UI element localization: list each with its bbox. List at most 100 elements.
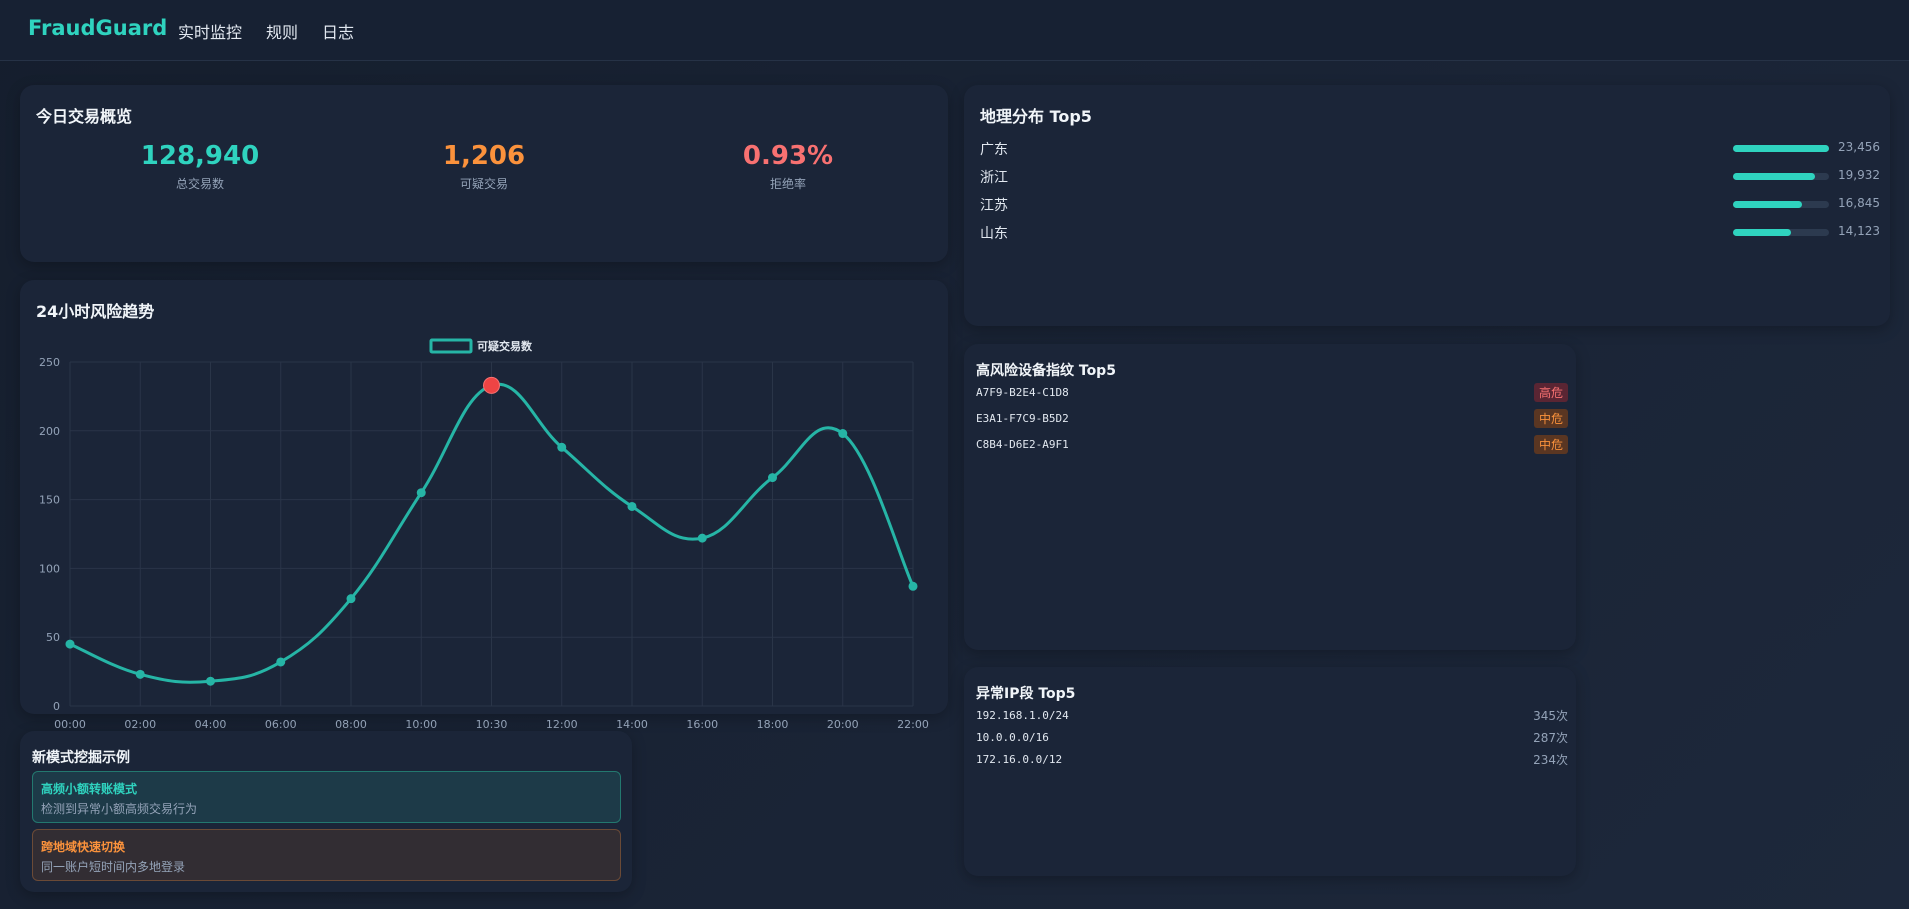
geo-progress-bar: [1733, 201, 1829, 208]
nav-item-monitor[interactable]: 实时监控: [178, 23, 243, 42]
pattern-title: 高频小额转账模式: [41, 782, 138, 796]
x-tick-label: 22:00: [897, 718, 929, 731]
ip-range: 192.168.1.0/24: [976, 709, 1069, 722]
data-point: [135, 669, 145, 679]
ip-row[interactable]: 192.168.1.0/24 345次: [976, 707, 1568, 725]
geo-row: 广东 23,456: [980, 139, 1890, 159]
stat-value: 128,940: [140, 141, 260, 171]
overview-title: 今日交易概览: [36, 107, 133, 126]
pattern-item[interactable]: 跨地域快速切换 同一账户短时间内多地登录: [32, 829, 621, 881]
data-point: [908, 581, 918, 591]
x-tick-label: 04:00: [195, 718, 227, 731]
nav-item-rules[interactable]: 规则: [266, 23, 299, 42]
pattern-desc: 同一账户短时间内多地登录: [41, 860, 186, 874]
geo-region-value: 16,845: [1838, 196, 1880, 210]
device-fingerprint: E3A1-F7C9-B5D2: [976, 412, 1069, 425]
main-nav: 实时监控 规则 日志: [178, 19, 354, 43]
data-point: [557, 442, 567, 452]
pattern-desc: 检测到异常小额高频交易行为: [41, 802, 198, 816]
y-tick-label: 250: [39, 356, 60, 369]
geo-region-value: 23,456: [1838, 140, 1880, 154]
data-point: [838, 429, 848, 439]
risk-devices-card: 高风险设备指纹 Top5 A7F9-B2E4-C1D8 高危 E3A1-F7C9…: [964, 344, 1576, 650]
ip-count: 234次: [1533, 753, 1568, 767]
data-point: [206, 676, 215, 686]
stat-value: 1,206: [442, 141, 526, 171]
y-tick-label: 100: [39, 562, 60, 575]
ip-range: 10.0.0.0/16: [976, 731, 1049, 744]
geo-progress-fill: [1733, 145, 1829, 152]
x-tick-label: 00:00: [54, 718, 86, 731]
data-point: [65, 639, 75, 649]
data-point: [697, 533, 707, 543]
devices-title: 高风险设备指纹 Top5: [976, 363, 1116, 379]
device-fingerprint: C8B4-D6E2-A9F1: [976, 438, 1069, 451]
geo-title: 地理分布 Top5: [980, 107, 1092, 126]
device-fingerprint: A7F9-B2E4-C1D8: [976, 386, 1069, 399]
pattern-title: 跨地域快速切换: [41, 840, 126, 854]
x-tick-label: 10:00: [405, 718, 437, 731]
risk-badge-medium: 中危: [1533, 409, 1568, 428]
data-point: [768, 473, 777, 483]
risk-badge-medium: 中危: [1533, 435, 1568, 454]
risk-trend-card: 24小时风险趋势: [20, 280, 948, 714]
overview-card: 今日交易概览 128,940 总交易数 1,206 可疑交易 0.93% 拒绝率: [20, 85, 948, 262]
data-point: [627, 501, 637, 511]
risk-badge-high: 高危: [1533, 383, 1568, 402]
geo-progress-fill: [1733, 173, 1815, 180]
geo-progress-fill: [1733, 201, 1803, 208]
abnormal-ip-card: 异常IP段 Top5 192.168.1.0/24 345次 10.0.0.0/…: [964, 667, 1576, 876]
device-row[interactable]: C8B4-D6E2-A9F1 中危: [976, 435, 1568, 455]
stat-total-transactions: 128,940 总交易数: [50, 141, 350, 192]
pattern-item[interactable]: 高频小额转账模式 检测到异常小额高频交易行为: [32, 771, 621, 823]
legend-label: 可疑交易数: [477, 339, 533, 353]
x-tick-label: 16:00: [686, 718, 718, 731]
geo-progress-bar: [1733, 173, 1829, 180]
ips-title: 异常IP段 Top5: [976, 686, 1076, 702]
y-tick-label: 200: [39, 425, 60, 438]
device-row[interactable]: E3A1-F7C9-B5D2 中危: [976, 409, 1568, 429]
y-tick-label: 0: [53, 700, 60, 713]
stat-value: 0.93%: [742, 141, 834, 171]
geo-row: 江苏 16,845: [980, 195, 1890, 215]
x-tick-label: 06:00: [265, 718, 297, 731]
geo-region-name: 山东: [980, 226, 1008, 242]
data-point-highlight: [483, 376, 500, 394]
brand-logo[interactable]: FraudGuard: [28, 16, 168, 40]
x-tick-label: 10:30: [476, 718, 508, 731]
geo-progress-bar: [1733, 229, 1829, 236]
y-tick-label: 150: [39, 494, 60, 507]
nav-item-logs[interactable]: 日志: [322, 23, 355, 42]
x-tick-label: 02:00: [124, 718, 156, 731]
x-tick-label: 14:00: [616, 718, 648, 731]
stat-label: 总交易数: [175, 177, 224, 191]
ip-count: 345次: [1533, 709, 1568, 723]
geo-progress-bar: [1733, 145, 1829, 152]
stat-label: 可疑交易: [459, 177, 508, 191]
geo-region-name: 广东: [980, 142, 1008, 158]
x-tick-label: 20:00: [827, 718, 859, 731]
data-point: [346, 594, 356, 604]
geo-region-name: 浙江: [980, 170, 1008, 186]
patterns-title: 新模式挖掘示例: [32, 750, 130, 766]
x-tick-label: 18:00: [757, 718, 789, 731]
geo-row: 山东 14,123: [980, 223, 1890, 243]
geo-progress-fill: [1733, 229, 1791, 236]
data-point: [416, 488, 426, 498]
new-patterns-card: 新模式挖掘示例 高频小额转账模式 检测到异常小额高频交易行为 跨地域快速切换 同…: [20, 731, 632, 892]
ip-row[interactable]: 172.16.0.0/12 234次: [976, 751, 1568, 769]
stat-label: 拒绝率: [769, 177, 806, 191]
top-navbar: FraudGuard 实时监控 规则 日志: [0, 0, 1909, 61]
data-point: [276, 657, 286, 667]
stat-suspicious-transactions: 1,206 可疑交易: [334, 141, 634, 192]
y-tick-label: 50: [46, 631, 60, 644]
legend-swatch: [429, 338, 473, 354]
device-row[interactable]: A7F9-B2E4-C1D8 高危: [976, 383, 1568, 403]
risk-trend-title: 24小时风险趋势: [36, 302, 155, 321]
ip-range: 172.16.0.0/12: [976, 753, 1063, 766]
x-tick-label: 12:00: [546, 718, 578, 731]
ip-count: 287次: [1533, 731, 1568, 745]
ip-row[interactable]: 10.0.0.0/16 287次: [976, 729, 1568, 747]
geo-region-value: 19,932: [1838, 168, 1880, 182]
